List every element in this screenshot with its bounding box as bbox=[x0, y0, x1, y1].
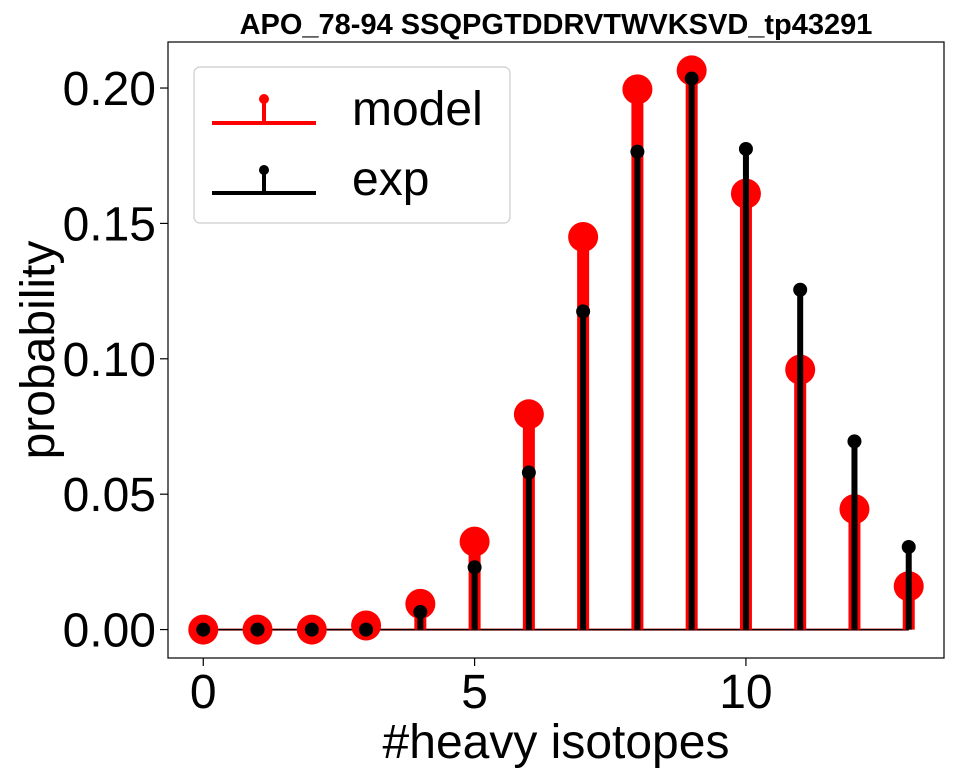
y-tick-label: 0.15 bbox=[63, 198, 156, 251]
chart-title: APO_78-94 SSQPGTDDRVTWVKSVD_tp43291 bbox=[240, 9, 873, 41]
x-tick-label: 10 bbox=[719, 666, 772, 719]
y-tick-label: 0.20 bbox=[63, 63, 156, 116]
model-marker bbox=[622, 74, 653, 105]
exp-marker bbox=[738, 141, 753, 156]
y-tick-label: 0.10 bbox=[63, 334, 156, 387]
exp-marker bbox=[576, 304, 591, 319]
x-tick-label: 0 bbox=[190, 666, 217, 719]
plot-frame bbox=[167, 41, 945, 659]
exp-marker bbox=[793, 282, 808, 297]
exp-marker bbox=[521, 465, 536, 480]
x-axis: 0 5 10 bbox=[190, 658, 773, 719]
legend-exp-marker bbox=[259, 165, 269, 175]
y-axis-label: probability bbox=[12, 241, 65, 460]
model-marker bbox=[676, 55, 707, 86]
legend-frame bbox=[193, 66, 511, 224]
model-marker bbox=[405, 588, 436, 619]
exp-marker bbox=[847, 434, 862, 449]
exp-marker bbox=[359, 622, 374, 637]
exp-marker bbox=[630, 144, 645, 159]
exp-marker bbox=[304, 622, 319, 637]
exp-marker bbox=[684, 71, 699, 86]
plot-area bbox=[167, 41, 945, 659]
model-marker bbox=[513, 399, 544, 430]
exp-marker bbox=[413, 604, 428, 619]
model-marker bbox=[459, 526, 490, 557]
y-tick-label: 0.00 bbox=[63, 605, 156, 658]
x-tick-label: 5 bbox=[461, 666, 488, 719]
y-tick-label: 0.05 bbox=[63, 469, 156, 522]
exp-marker bbox=[250, 622, 265, 637]
exp-marker bbox=[467, 560, 482, 575]
exp-marker bbox=[901, 539, 916, 554]
legend-model-label: model bbox=[352, 83, 483, 136]
x-axis-label: #heavy isotopes bbox=[383, 716, 730, 769]
legend-model-marker bbox=[259, 94, 269, 104]
legend-exp-label: exp bbox=[352, 153, 429, 206]
exp-series bbox=[196, 71, 916, 637]
model-marker bbox=[568, 221, 599, 252]
y-axis: 0.00 0.05 0.10 0.15 0.20 bbox=[63, 63, 168, 658]
exp-marker bbox=[196, 622, 211, 637]
legend: model exp bbox=[193, 66, 511, 224]
